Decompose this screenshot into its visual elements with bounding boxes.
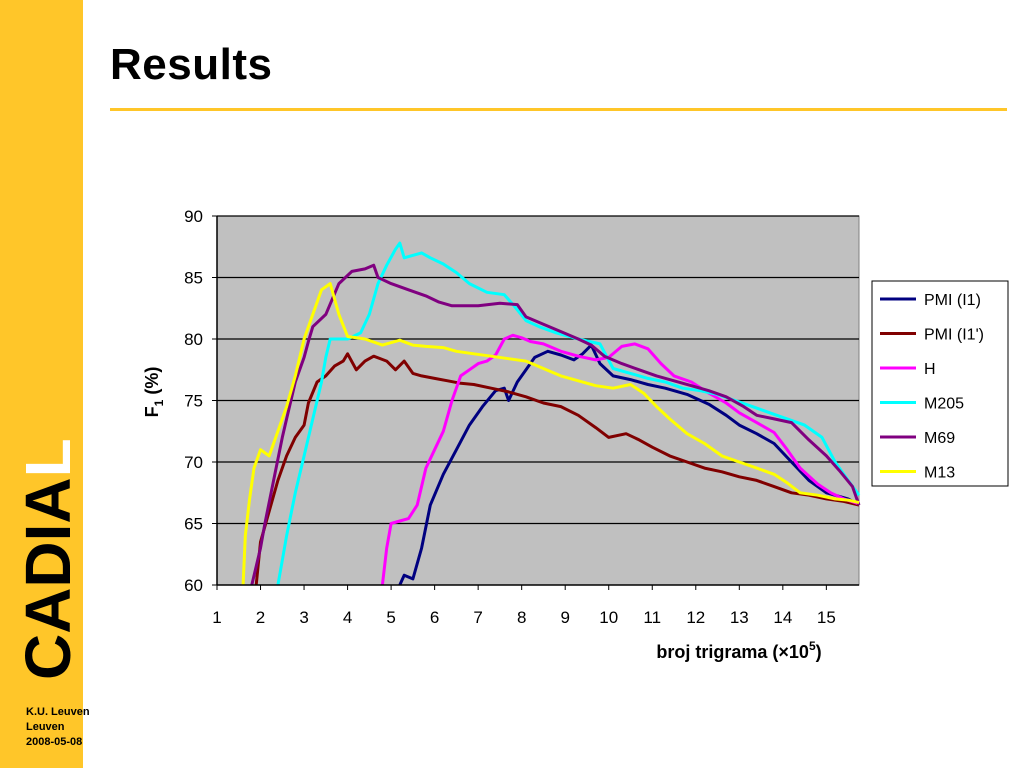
y-tick-label: 80 bbox=[184, 330, 203, 349]
x-axis-label: broj trigrama (×105) bbox=[656, 639, 821, 662]
y-tick-labels: 60 65 70 75 80 85 90 bbox=[184, 207, 203, 595]
y-tick-label: 65 bbox=[184, 515, 203, 534]
x-tick-label: 7 bbox=[473, 608, 482, 627]
legend: PMI (I1) PMI (I1') H M205 M69 M13 bbox=[871, 280, 1009, 487]
footer-institution: K.U. Leuven bbox=[26, 706, 90, 718]
legend-label: M13 bbox=[924, 465, 955, 482]
x-tick-label: 14 bbox=[773, 608, 792, 627]
legend-label: PMI (I1') bbox=[924, 327, 984, 344]
axes bbox=[212, 215, 859, 590]
x-tick-label: 2 bbox=[256, 608, 265, 627]
legend-label: PMI (I1) bbox=[924, 292, 981, 309]
y-tick-label: 90 bbox=[184, 207, 203, 226]
footer-date: 2008-05-08 bbox=[26, 736, 83, 748]
series-line-m205 bbox=[276, 241, 861, 586]
x-tick-label: 13 bbox=[730, 608, 749, 627]
x-tick-label: 1 bbox=[212, 608, 221, 627]
legend-label: M69 bbox=[924, 430, 955, 447]
x-tick-label: 10 bbox=[599, 608, 618, 627]
x-tick-label: 4 bbox=[343, 608, 352, 627]
series-line-m69 bbox=[250, 263, 861, 586]
legend-label: M205 bbox=[924, 396, 964, 413]
x-tick-label: 3 bbox=[299, 608, 308, 627]
cadial-logo: CADIAL bbox=[12, 438, 83, 680]
legend-box bbox=[871, 280, 1009, 487]
x-tick-labels: 1 2 3 4 5 6 7 8 9 10 11 12 13 14 15 bbox=[212, 608, 836, 627]
title-underline bbox=[110, 108, 1007, 111]
series-line-pmi-i1 bbox=[398, 343, 860, 586]
slide-title: Results bbox=[110, 40, 273, 89]
footer: K.U. Leuven Leuven 2008-05-08 bbox=[26, 705, 90, 750]
x-tick-label: 12 bbox=[686, 608, 705, 627]
x-tick-label: 6 bbox=[430, 608, 439, 627]
x-tick-label: 9 bbox=[560, 608, 569, 627]
x-tick-label: 8 bbox=[517, 608, 526, 627]
y-tick-label: 75 bbox=[184, 392, 203, 411]
y-axis-label: F1 (%) bbox=[142, 367, 166, 418]
series-line-m13 bbox=[241, 282, 860, 586]
x-tick-label: 5 bbox=[386, 608, 395, 627]
y-tick-label: 85 bbox=[184, 269, 203, 288]
x-tick-label: 11 bbox=[643, 608, 661, 627]
footer-city: Leuven bbox=[26, 721, 65, 733]
y-tick-label: 70 bbox=[184, 453, 203, 472]
series-line-pmi-i1 bbox=[254, 352, 860, 586]
series-layer bbox=[241, 241, 861, 586]
x-tick-label: 15 bbox=[817, 608, 836, 627]
cadial-logo-text: CADIAL bbox=[12, 438, 83, 680]
y-tick-label: 60 bbox=[184, 576, 203, 595]
series-line-h bbox=[380, 333, 860, 586]
legend-label: H bbox=[924, 361, 936, 378]
sidebar-band bbox=[0, 0, 83, 768]
